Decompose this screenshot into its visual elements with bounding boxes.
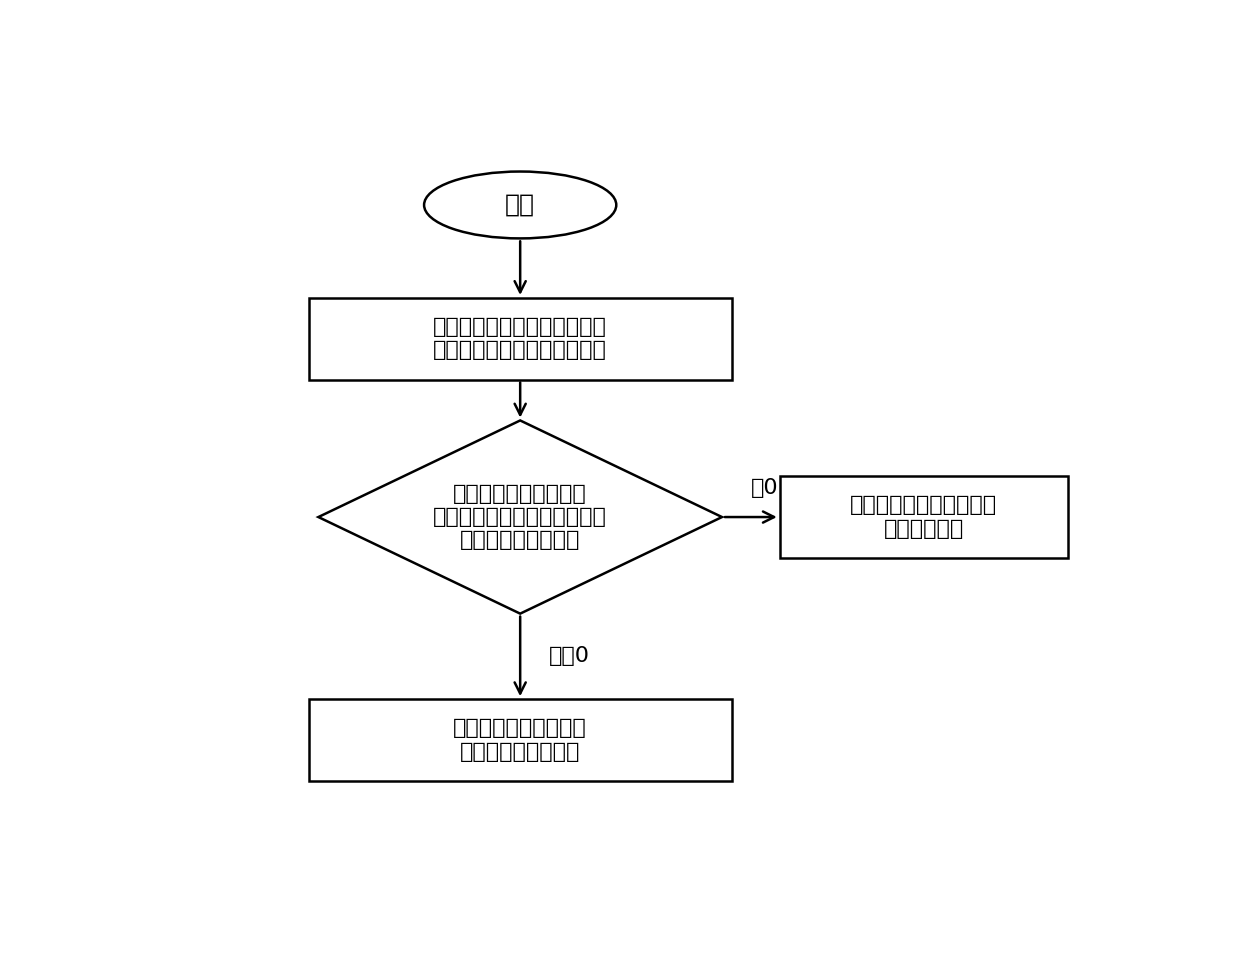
Ellipse shape [424, 172, 616, 238]
Text: 检测与三相全桥逆变器
拟关断功率管同桥臂功率管上
流过的换相续流电流: 检测与三相全桥逆变器 拟关断功率管同桥臂功率管上 流过的换相续流电流 [433, 483, 608, 550]
Text: 不为0: 不为0 [549, 647, 590, 667]
Text: 关断所述三相全桥逆变器
拟关断功率管: 关断所述三相全桥逆变器 拟关断功率管 [851, 495, 997, 538]
Text: 为0: 为0 [751, 479, 779, 499]
Bar [309, 298, 732, 379]
Text: 继续开通所述三相全桥
逆变器拟关断功率管: 继续开通所述三相全桥 逆变器拟关断功率管 [454, 718, 587, 761]
Bar [780, 476, 1068, 558]
Text: 确定无刷直流电机拟关断相和
三相全桥逆变器拟关断功率管: 确定无刷直流电机拟关断相和 三相全桥逆变器拟关断功率管 [433, 317, 608, 360]
Polygon shape [319, 421, 722, 614]
Bar [309, 699, 732, 781]
Text: 开始: 开始 [505, 193, 536, 217]
